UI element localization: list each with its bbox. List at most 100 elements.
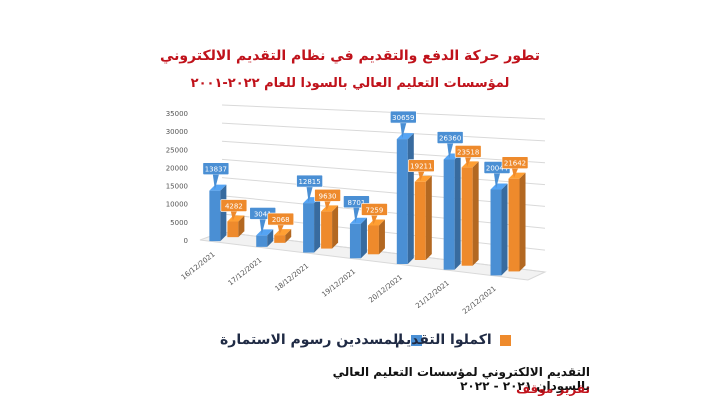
data-label-pointer bbox=[353, 207, 360, 223]
data-label-pointer bbox=[371, 215, 378, 225]
y-tick-label: 20000 bbox=[166, 164, 188, 172]
bar-top bbox=[321, 205, 339, 212]
data-label-pointer bbox=[212, 174, 219, 190]
bar-payers bbox=[209, 184, 227, 242]
legend-swatch-orange bbox=[499, 334, 511, 346]
data-label-pointer bbox=[259, 219, 266, 235]
bar-completed bbox=[508, 172, 526, 272]
data-label-pointer bbox=[230, 211, 237, 221]
bar-completed bbox=[227, 215, 245, 238]
bar-top bbox=[227, 215, 245, 222]
bar-completed bbox=[367, 219, 385, 255]
x-tick-label: 17/12/2021 bbox=[227, 256, 264, 287]
bar-side bbox=[378, 219, 385, 255]
bar-completed bbox=[414, 175, 432, 260]
data-label-text: 9630 bbox=[319, 192, 337, 200]
bar-front bbox=[349, 223, 361, 259]
data-label-payers: 13837 bbox=[202, 162, 230, 190]
bar-payers bbox=[349, 217, 367, 259]
bar-side bbox=[472, 161, 479, 266]
legend-swatch-blue bbox=[411, 334, 423, 346]
data-label-pointer bbox=[494, 173, 501, 189]
bar-top bbox=[508, 172, 526, 179]
data-label-text: 4282 bbox=[225, 203, 243, 211]
data-label-pointer bbox=[512, 168, 519, 178]
bar-front bbox=[508, 178, 520, 272]
bar-side bbox=[501, 183, 508, 276]
data-label-text: 21642 bbox=[504, 160, 526, 168]
data-label-text: 23518 bbox=[457, 148, 479, 156]
x-tick-label: 19/12/2021 bbox=[320, 268, 357, 299]
data-label-completed: 23518 bbox=[454, 145, 482, 167]
bar-top bbox=[461, 161, 479, 168]
data-label-text: 8701 bbox=[348, 199, 366, 207]
bar-top bbox=[490, 183, 508, 190]
bar-side bbox=[285, 229, 292, 243]
data-label-text: 7259 bbox=[366, 206, 384, 214]
bar-side bbox=[267, 229, 274, 247]
bar-front bbox=[461, 167, 473, 266]
bar-completed bbox=[321, 205, 339, 249]
chart-title: تطور حركة الدفع والتقديم في نظام التقديم… bbox=[159, 48, 541, 64]
y-tick-label: 0 bbox=[184, 237, 188, 245]
gridline bbox=[221, 104, 546, 120]
bar-side bbox=[238, 215, 245, 238]
data-label-completed: 2068 bbox=[267, 212, 295, 235]
data-label-text: 13837 bbox=[205, 166, 227, 174]
data-label-pointer bbox=[447, 143, 454, 159]
bar-payers bbox=[396, 133, 414, 264]
data-label-completed: 7259 bbox=[361, 203, 388, 225]
y-tick-label: 5000 bbox=[170, 219, 188, 227]
data-label-text: 12815 bbox=[298, 178, 320, 186]
gridline bbox=[221, 122, 546, 142]
data-label-completed: 21642 bbox=[501, 156, 529, 178]
data-label-pointer bbox=[418, 171, 425, 181]
data-label-payers: 26360 bbox=[436, 131, 464, 159]
data-label-completed: 4282 bbox=[220, 199, 248, 221]
y-tick-label: 25000 bbox=[166, 146, 188, 154]
data-label-text: 30659 bbox=[392, 114, 414, 122]
data-label-text: 26360 bbox=[439, 135, 461, 143]
data-label-completed: 9630 bbox=[314, 189, 341, 211]
gridline bbox=[221, 158, 546, 186]
legend-label-completed: اكملوا التقديم bbox=[395, 332, 492, 348]
bar-front bbox=[396, 139, 408, 264]
data-label-text: 19211 bbox=[410, 163, 432, 171]
bar-side bbox=[332, 205, 339, 249]
gridline bbox=[221, 140, 546, 164]
x-tick-label: 22/12/2021 bbox=[461, 285, 498, 316]
bar-payers bbox=[256, 229, 274, 247]
x-tick-label: 16/12/2021 bbox=[180, 250, 217, 281]
footer-report-label: تقرير موقف bbox=[516, 382, 590, 396]
y-tick-label: 15000 bbox=[166, 183, 188, 191]
data-label-pointer bbox=[324, 201, 331, 211]
bar-side bbox=[220, 184, 227, 242]
bar-front bbox=[443, 159, 455, 270]
y-tick-label: 35000 bbox=[166, 110, 188, 118]
bar-top bbox=[274, 229, 292, 236]
bar-front bbox=[227, 221, 239, 238]
legend-item-payers: المسددين رسوم الاستمارة bbox=[220, 332, 423, 348]
data-label-pointer bbox=[465, 157, 472, 167]
data-label-text: 20044 bbox=[486, 165, 509, 173]
bar-top bbox=[209, 184, 227, 191]
data-label-payers: 12815 bbox=[296, 174, 323, 203]
data-label-completed: 19211 bbox=[407, 159, 435, 181]
bar-payers bbox=[443, 153, 461, 270]
bar-front bbox=[274, 235, 286, 243]
x-tick-label: 20/12/2021 bbox=[367, 273, 404, 304]
bar-completed bbox=[461, 161, 479, 266]
y-axis: 0 5000 10000 15000 20000 25000 30000 35000 bbox=[166, 110, 188, 245]
bar-top bbox=[396, 133, 414, 140]
chart-subtitle: لمؤسسات التعليم العالي بالسودا للعام ٢٠٢… bbox=[190, 76, 510, 91]
bar-top bbox=[414, 175, 432, 182]
bar-side bbox=[425, 175, 432, 260]
bar-payers bbox=[490, 183, 508, 276]
data-label-pointer bbox=[277, 225, 284, 235]
bar-front bbox=[209, 190, 221, 242]
x-tick-label: 18/12/2021 bbox=[274, 262, 311, 293]
y-tick-label: 10000 bbox=[166, 201, 188, 209]
legend-item-completed: اكملوا التقديم bbox=[395, 332, 511, 348]
